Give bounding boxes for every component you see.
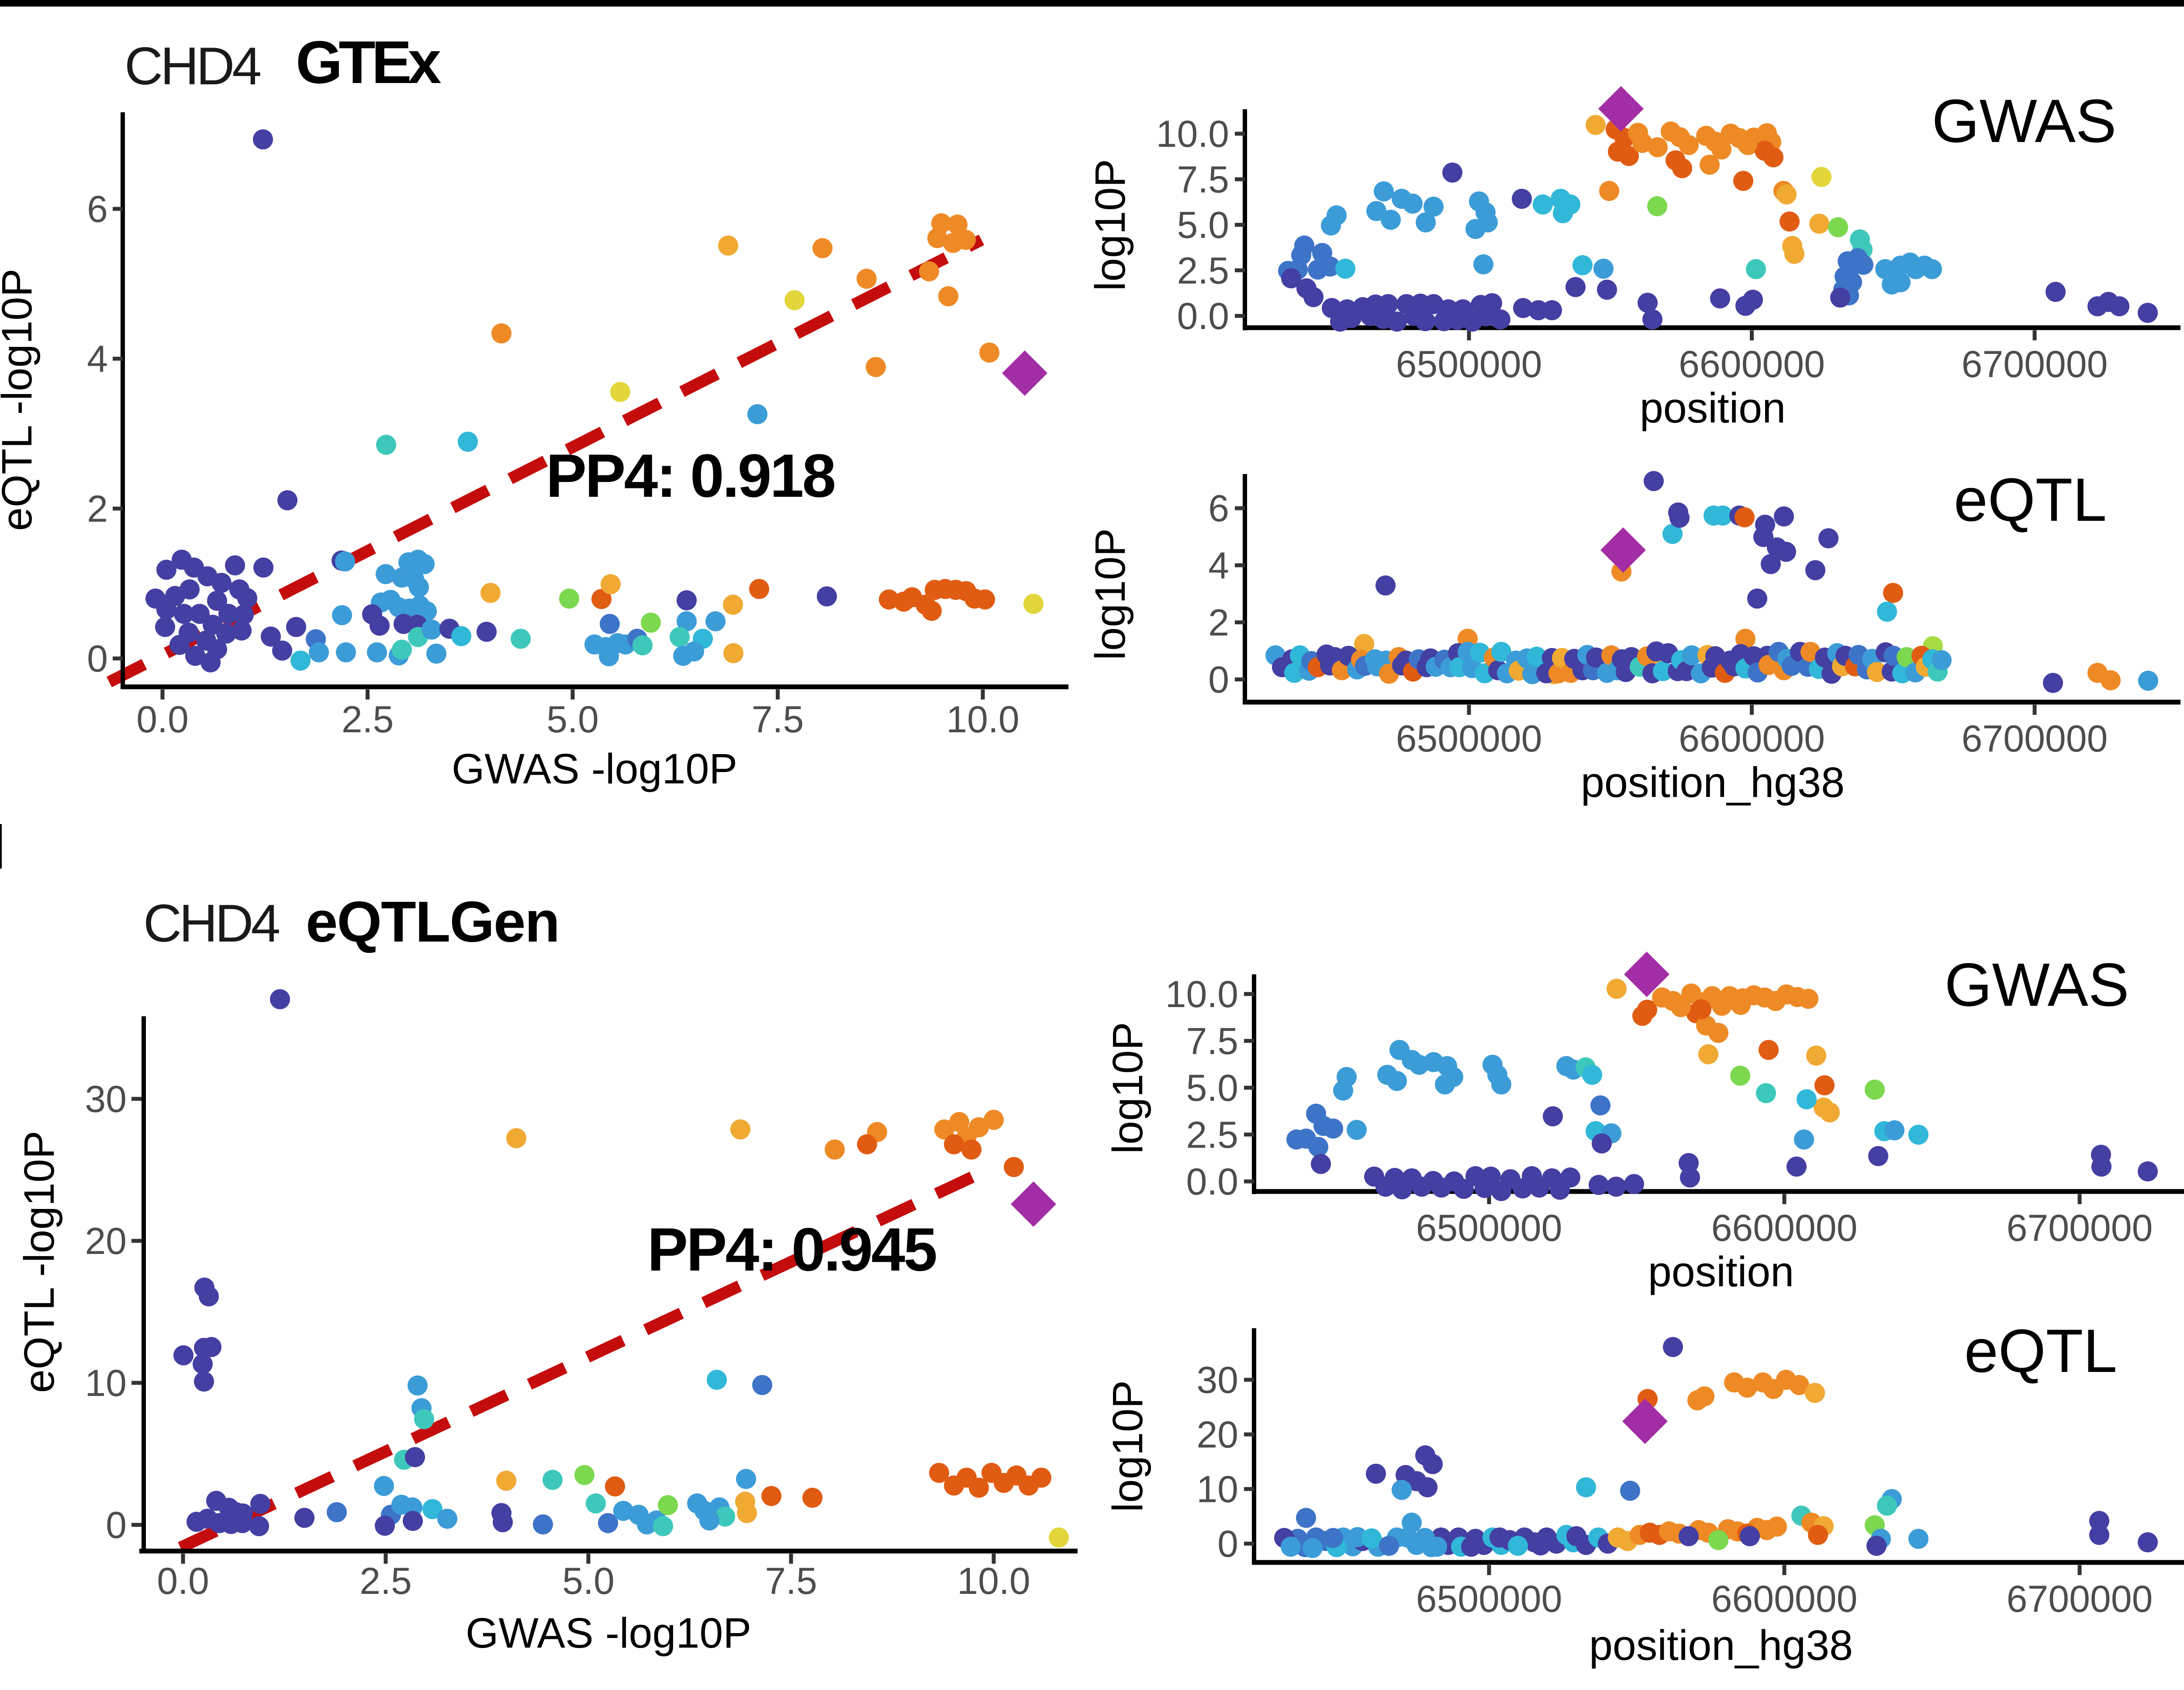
svg-text:20: 20 [1196,1414,1238,1456]
svg-text:0: 0 [87,638,108,680]
svg-text:position_hg38: position_hg38 [1581,758,1845,806]
svg-text:0: 0 [106,1504,127,1546]
svg-text:2.5: 2.5 [359,1560,412,1602]
svg-text:5.0: 5.0 [1177,204,1229,246]
svg-text:position: position [1648,1248,1794,1295]
svg-text:eQTL: eQTL [1964,1316,2117,1385]
svg-text:6700000: 6700000 [2007,1578,2153,1620]
svg-text:10.0: 10.0 [1156,113,1229,155]
svg-text:log10P: log10P [1086,528,1134,660]
svg-text:2.5: 2.5 [1186,1114,1238,1156]
svg-text:5.0: 5.0 [562,1560,615,1602]
svg-text:CHD4: CHD4 [143,893,279,953]
svg-text:6500000: 6500000 [1416,1578,1562,1620]
svg-text:30: 30 [1196,1359,1238,1401]
svg-text:eQTL -log10P: eQTL -log10P [0,269,41,531]
svg-text:position: position [1640,384,1786,432]
svg-text:20: 20 [85,1220,127,1262]
svg-text:2.5: 2.5 [1177,250,1229,292]
svg-text:5.0: 5.0 [546,699,599,741]
svg-text:GTEx: GTEx [296,29,441,96]
svg-text:0: 0 [1217,1523,1238,1565]
svg-text:4: 4 [87,338,108,380]
svg-text:6500000: 6500000 [1416,1207,1562,1249]
svg-text:6600000: 6600000 [1679,718,1825,760]
svg-text:PP4: 0.918: PP4: 0.918 [546,441,835,510]
svg-text:7.5: 7.5 [1186,1020,1238,1062]
svg-text:6500000: 6500000 [1396,343,1542,385]
svg-text:6: 6 [87,188,108,230]
svg-text:eQTLGen: eQTLGen [306,890,559,954]
svg-text:6600000: 6600000 [1679,343,1825,385]
svg-text:GWAS: GWAS [1932,87,2117,155]
svg-text:10.0: 10.0 [1165,973,1238,1015]
svg-text:7.5: 7.5 [1177,159,1229,201]
svg-text:0: 0 [1208,659,1229,701]
svg-text:6: 6 [1208,488,1229,530]
svg-text:6700000: 6700000 [1962,343,2108,385]
svg-text:6700000: 6700000 [2007,1207,2153,1249]
svg-text:10: 10 [1196,1468,1238,1510]
svg-text:2.5: 2.5 [342,699,394,741]
svg-text:7.5: 7.5 [752,699,804,741]
svg-text:6600000: 6600000 [1711,1207,1858,1249]
svg-text:2: 2 [87,488,108,530]
svg-text:6500000: 6500000 [1396,718,1542,760]
svg-text:log10P: log10P [1086,159,1134,291]
svg-text:0.0: 0.0 [1186,1161,1238,1203]
svg-text:log10P: log10P [1104,1022,1151,1154]
svg-text:log10P: log10P [1104,1380,1151,1512]
svg-text:PP4: 0.945: PP4: 0.945 [647,1215,936,1284]
svg-text:5.0: 5.0 [1186,1067,1238,1109]
svg-text:10.0: 10.0 [957,1560,1030,1602]
svg-text:0.0: 0.0 [157,1560,209,1602]
svg-text:6700000: 6700000 [1962,718,2108,760]
svg-text:GWAS: GWAS [1945,950,2129,1019]
svg-text:0.0: 0.0 [1177,295,1229,337]
svg-text:10.0: 10.0 [946,699,1019,741]
svg-text:eQTL -log10P: eQTL -log10P [15,1131,63,1393]
svg-text:10: 10 [85,1362,127,1404]
svg-text:30: 30 [85,1078,127,1120]
svg-text:eQTL: eQTL [1954,465,2107,534]
svg-text:position_hg38: position_hg38 [1589,1621,1853,1669]
svg-text:GWAS -log10P: GWAS -log10P [452,745,737,793]
svg-text:CHD4: CHD4 [124,36,260,96]
svg-text:0.0: 0.0 [136,699,189,741]
svg-text:7.5: 7.5 [765,1560,817,1602]
svg-text:4: 4 [1208,545,1229,587]
svg-text:6600000: 6600000 [1711,1578,1858,1620]
svg-text:GWAS -log10P: GWAS -log10P [466,1609,751,1657]
svg-text:2: 2 [1208,602,1229,644]
